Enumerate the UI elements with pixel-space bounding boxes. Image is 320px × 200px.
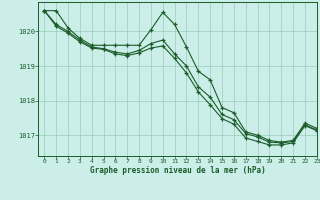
- X-axis label: Graphe pression niveau de la mer (hPa): Graphe pression niveau de la mer (hPa): [90, 166, 266, 175]
